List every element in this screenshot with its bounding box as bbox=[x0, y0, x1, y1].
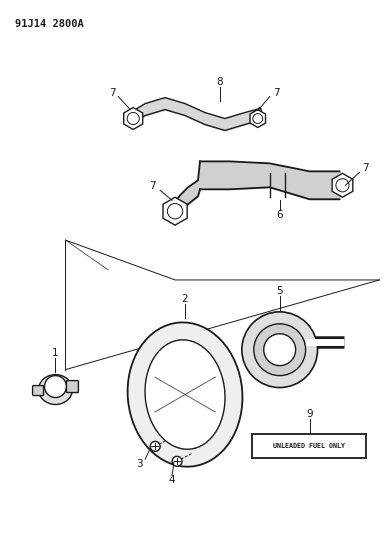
Text: 91J14 2800A: 91J14 2800A bbox=[15, 19, 83, 29]
Text: 7: 7 bbox=[362, 163, 369, 173]
Ellipse shape bbox=[128, 111, 132, 125]
Circle shape bbox=[45, 376, 66, 398]
FancyBboxPatch shape bbox=[33, 385, 43, 395]
Polygon shape bbox=[250, 110, 265, 127]
Ellipse shape bbox=[340, 175, 345, 195]
Text: 8: 8 bbox=[217, 77, 223, 87]
Text: 9: 9 bbox=[306, 409, 313, 419]
Circle shape bbox=[264, 334, 296, 366]
Text: 2: 2 bbox=[182, 294, 188, 304]
Text: 4: 4 bbox=[169, 475, 175, 485]
Text: 6: 6 bbox=[276, 210, 283, 220]
Ellipse shape bbox=[38, 375, 73, 405]
Ellipse shape bbox=[258, 108, 262, 122]
Polygon shape bbox=[124, 108, 143, 130]
FancyBboxPatch shape bbox=[252, 434, 366, 458]
Text: 7: 7 bbox=[109, 87, 115, 98]
Text: 7: 7 bbox=[273, 87, 279, 98]
Text: 5: 5 bbox=[276, 286, 283, 296]
Ellipse shape bbox=[145, 340, 225, 449]
Ellipse shape bbox=[128, 322, 242, 467]
FancyBboxPatch shape bbox=[66, 381, 78, 392]
Ellipse shape bbox=[171, 201, 177, 221]
Circle shape bbox=[150, 441, 160, 451]
Polygon shape bbox=[163, 197, 187, 225]
Text: 1: 1 bbox=[52, 348, 59, 358]
Circle shape bbox=[254, 324, 306, 376]
Text: 3: 3 bbox=[137, 459, 143, 469]
Circle shape bbox=[172, 456, 182, 466]
Text: 7: 7 bbox=[149, 181, 156, 191]
Text: UNLEADED FUEL ONLY: UNLEADED FUEL ONLY bbox=[273, 443, 345, 449]
Polygon shape bbox=[332, 173, 353, 197]
Circle shape bbox=[242, 312, 317, 387]
